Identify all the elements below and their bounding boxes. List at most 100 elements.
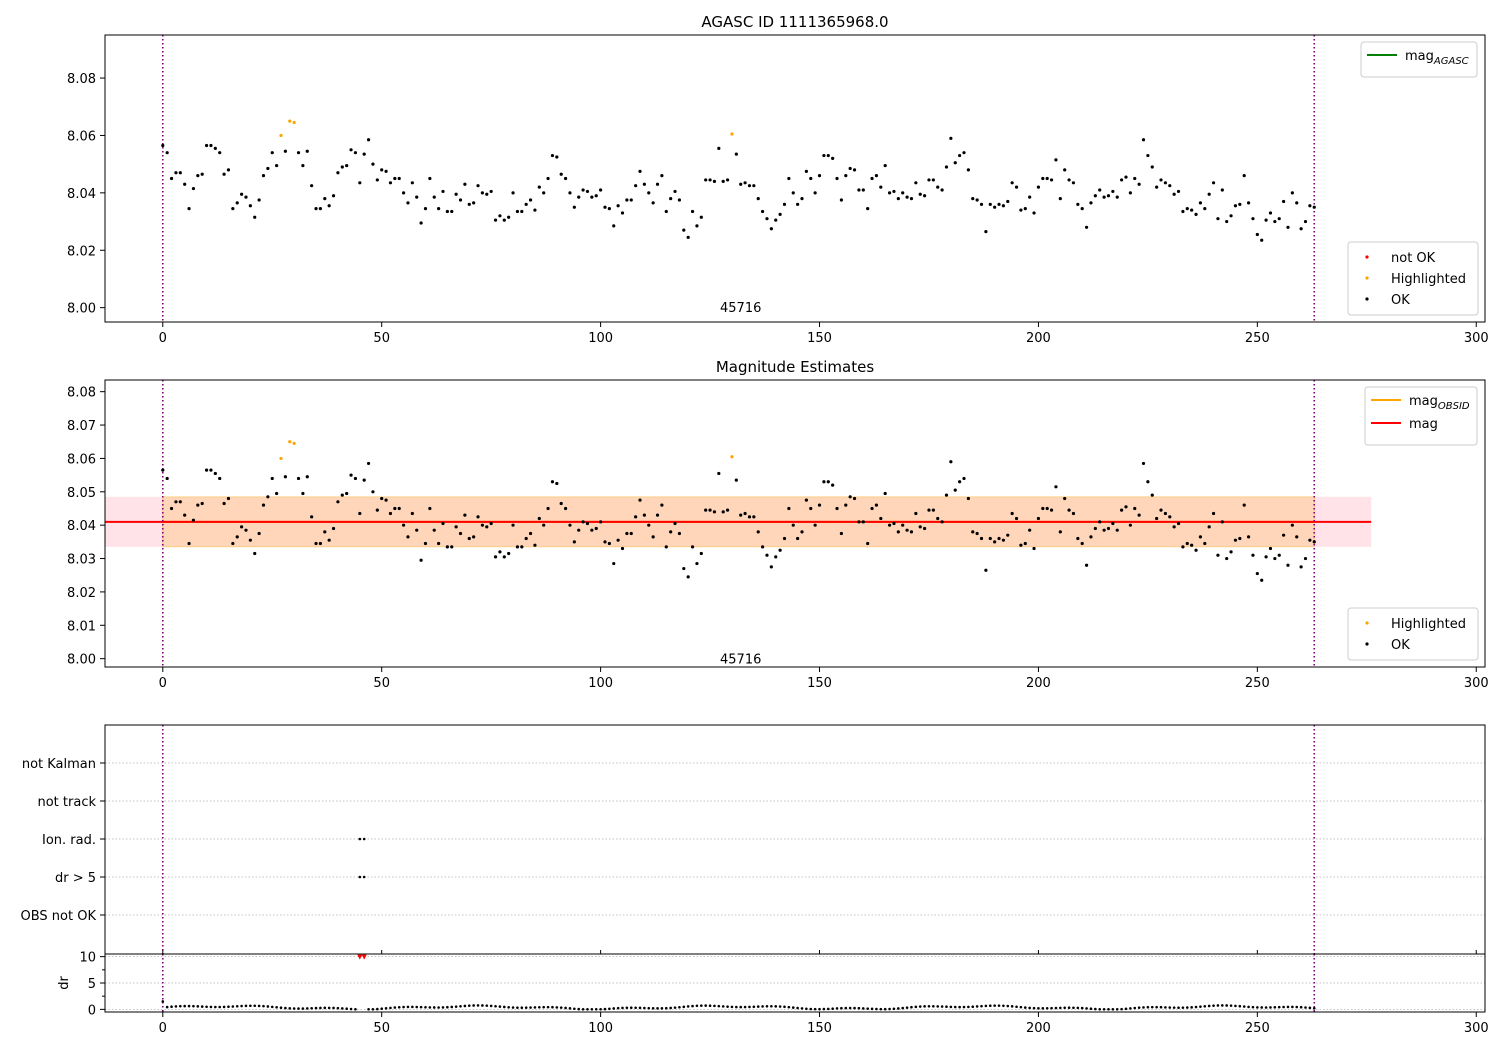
ok-point: [953, 161, 957, 165]
ok-point: [704, 178, 708, 182]
x-tick-label-0: 0: [159, 331, 167, 346]
obsid-label: 45716: [720, 301, 761, 316]
ok-point: [1014, 516, 1019, 521]
dr-point: [975, 1005, 979, 1008]
dr-point: [980, 1004, 983, 1008]
legend-box: [1347, 241, 1479, 316]
ok-point: [1268, 211, 1273, 215]
ok-point: [918, 525, 922, 529]
ok-point: [187, 541, 191, 546]
dr-point: [314, 1006, 318, 1010]
ok-point: [1185, 541, 1189, 546]
ok-point: [524, 536, 528, 541]
flag-category-label: dr > 5: [55, 871, 96, 886]
ok-point: [765, 217, 769, 221]
ok-point: [423, 541, 428, 546]
highlighted-point: [279, 133, 283, 138]
dr-point: [437, 1006, 440, 1009]
scatter-legend-0: not OK Highlighted OK: [1347, 241, 1479, 316]
ok-point: [1006, 199, 1010, 204]
ok-point: [826, 153, 830, 158]
ok-point: [1242, 174, 1246, 178]
dr-point: [660, 1007, 664, 1010]
dr-point: [1111, 1007, 1115, 1011]
ok-point: [887, 191, 892, 195]
ok-point: [831, 483, 835, 487]
ok-point: [896, 196, 900, 201]
ok-point: [1260, 578, 1264, 582]
ok-point: [778, 212, 782, 216]
ok-point: [953, 488, 957, 492]
ok-point: [393, 506, 397, 511]
ok-point: [196, 503, 200, 507]
legend-label: OK: [1391, 638, 1410, 653]
ok-point: [1295, 201, 1299, 205]
ok-point: [940, 188, 944, 192]
legend-marker: [1365, 297, 1369, 301]
dr-point: [1308, 1006, 1312, 1010]
dr-point: [174, 1005, 178, 1008]
dr-point: [270, 1005, 274, 1009]
dr-point: [848, 1006, 852, 1010]
dr-point: [257, 1004, 261, 1008]
ok-point: [669, 530, 673, 534]
legend-label: mag: [1409, 417, 1438, 432]
ok-point: [353, 476, 358, 481]
ok-point: [756, 196, 760, 201]
ok-point: [743, 181, 747, 185]
y-tick-label-1: 8.03: [67, 553, 96, 568]
dr-point: [739, 1005, 743, 1009]
ok-point: [563, 506, 568, 511]
dr-point: [371, 1007, 375, 1011]
dr-point: [573, 1007, 576, 1011]
dr-point: [796, 1006, 799, 1010]
dr-point: [332, 1006, 335, 1010]
dr-point: [1264, 1006, 1268, 1009]
highlighted-point: [292, 120, 296, 125]
flag-category-label: OBS not OK: [21, 909, 97, 924]
dr-point: [397, 1005, 401, 1009]
dr-point: [897, 1007, 900, 1010]
dr-point: [428, 1006, 432, 1009]
dr-point: [533, 1006, 537, 1009]
ok-point: [1303, 219, 1308, 224]
ok-point: [1014, 185, 1019, 189]
dr-point: [489, 1004, 493, 1008]
ok-point: [515, 209, 520, 214]
ok-point: [984, 568, 988, 572]
dr-point: [275, 1006, 278, 1009]
ok-point: [1063, 496, 1067, 501]
x-tick-label-0: 200: [1026, 331, 1051, 346]
ok-point: [555, 481, 559, 486]
ok-point: [384, 498, 388, 502]
ok-point: [599, 188, 603, 192]
ok-point: [511, 191, 515, 195]
dr-point: [1286, 1005, 1290, 1009]
dr-point: [214, 1005, 217, 1009]
y-tick-label-1: 8.02: [67, 586, 96, 601]
dr-point: [432, 1006, 436, 1009]
dr-point: [551, 1005, 554, 1009]
highlighted-point: [288, 119, 292, 123]
ok-point: [1198, 201, 1203, 205]
ok-point: [568, 523, 572, 527]
ok-point: [1054, 158, 1058, 162]
ok-point: [975, 198, 979, 202]
ok-point: [371, 162, 375, 166]
legend-marker: [1365, 255, 1369, 259]
dr-point: [564, 1006, 567, 1010]
highlighted-point: [279, 456, 283, 461]
dr-point: [481, 1004, 484, 1007]
y-tick-label-3: 10: [79, 951, 96, 966]
ok-point: [428, 506, 432, 511]
dr-point: [708, 1004, 712, 1007]
ok-point: [603, 540, 607, 544]
ok-point: [949, 460, 953, 464]
dr-point: [577, 1007, 581, 1011]
ok-point: [454, 525, 458, 529]
dr-point: [756, 1005, 760, 1008]
dr-point: [1260, 1006, 1264, 1009]
ok-point: [358, 511, 362, 516]
ok-point: [1111, 521, 1115, 526]
ok-point: [1133, 176, 1137, 181]
